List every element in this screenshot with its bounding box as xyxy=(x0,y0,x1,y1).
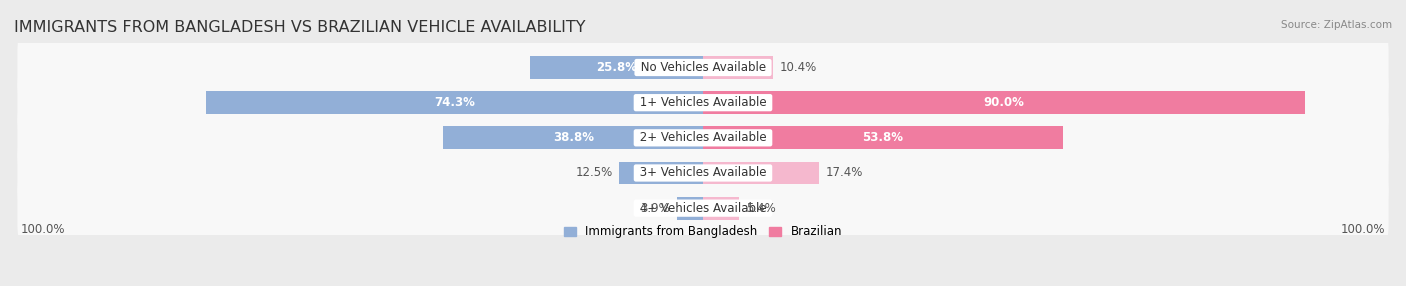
Text: 74.3%: 74.3% xyxy=(434,96,475,109)
Text: IMMIGRANTS FROM BANGLADESH VS BRAZILIAN VEHICLE AVAILABILITY: IMMIGRANTS FROM BANGLADESH VS BRAZILIAN … xyxy=(14,20,585,35)
Bar xyxy=(703,56,772,79)
Text: 17.4%: 17.4% xyxy=(827,166,863,180)
Bar xyxy=(676,197,703,220)
Legend: Immigrants from Bangladesh, Brazilian: Immigrants from Bangladesh, Brazilian xyxy=(564,225,842,238)
Text: 5.4%: 5.4% xyxy=(745,202,776,215)
FancyBboxPatch shape xyxy=(17,140,1389,206)
Text: 2+ Vehicles Available: 2+ Vehicles Available xyxy=(636,131,770,144)
Text: 38.8%: 38.8% xyxy=(553,131,593,144)
Text: 12.5%: 12.5% xyxy=(575,166,613,180)
Text: 100.0%: 100.0% xyxy=(21,223,65,236)
Text: 100.0%: 100.0% xyxy=(1341,223,1385,236)
FancyBboxPatch shape xyxy=(17,105,1389,170)
Bar xyxy=(207,91,703,114)
FancyBboxPatch shape xyxy=(17,70,1389,135)
Bar xyxy=(443,126,703,149)
Text: 3.9%: 3.9% xyxy=(641,202,671,215)
Text: 25.8%: 25.8% xyxy=(596,61,637,74)
Text: Source: ZipAtlas.com: Source: ZipAtlas.com xyxy=(1281,20,1392,30)
Text: 1+ Vehicles Available: 1+ Vehicles Available xyxy=(636,96,770,109)
Text: 10.4%: 10.4% xyxy=(779,61,817,74)
Bar xyxy=(703,91,1305,114)
FancyBboxPatch shape xyxy=(17,176,1389,241)
Text: 3+ Vehicles Available: 3+ Vehicles Available xyxy=(636,166,770,180)
Bar xyxy=(703,197,740,220)
Bar xyxy=(530,56,703,79)
Bar xyxy=(703,126,1063,149)
Bar xyxy=(620,162,703,184)
Text: 53.8%: 53.8% xyxy=(862,131,904,144)
Text: No Vehicles Available: No Vehicles Available xyxy=(637,61,769,74)
Text: 90.0%: 90.0% xyxy=(984,96,1025,109)
Bar xyxy=(703,162,820,184)
Text: 4+ Vehicles Available: 4+ Vehicles Available xyxy=(636,202,770,215)
FancyBboxPatch shape xyxy=(17,35,1389,100)
